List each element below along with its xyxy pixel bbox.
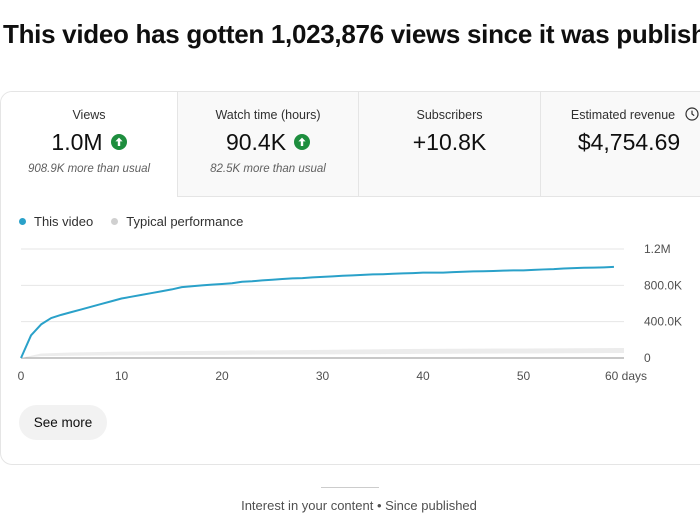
x-tick-label: 0 <box>18 369 25 383</box>
y-tick-label: 1.2M <box>644 242 671 256</box>
arrow-up-circle-icon <box>110 134 127 150</box>
tab-value: 90.4K <box>225 128 287 155</box>
chart-legend: This video Typical performance <box>19 214 243 229</box>
x-tick-label: 40 <box>416 369 430 383</box>
x-tick-label: 50 <box>517 369 531 383</box>
y-tick-label: 0 <box>644 351 651 365</box>
x-tick-label: 60 days <box>605 369 647 383</box>
section-footer-title: Interest in your content • Since publish… <box>241 498 477 513</box>
tab-label: Views <box>72 108 106 122</box>
section-divider <box>321 487 379 488</box>
x-tick-label: 10 <box>115 369 129 383</box>
tab-label: Subscribers <box>416 108 483 122</box>
legend-dot <box>19 218 26 225</box>
see-more-button[interactable]: See more <box>19 405 107 440</box>
tab-value: +10.8K <box>412 128 487 155</box>
tab-estimated-revenue[interactable]: Estimated revenue $4,754.69 <box>541 92 700 197</box>
tab-label: Watch time (hours) <box>215 108 321 122</box>
tab-subtext: 82.5K more than usual <box>210 163 326 175</box>
legend-label: Typical performance <box>126 214 244 229</box>
analytics-card: Views 1.0M 908.9K more than usual Watch … <box>0 91 700 465</box>
legend-item-typical: Typical performance <box>111 214 243 229</box>
tab-subtext: 908.9K more than usual <box>27 163 151 175</box>
tab-label: Estimated revenue <box>570 108 676 122</box>
y-tick-label: 800.0K <box>644 278 682 292</box>
series-line-this-video <box>20 265 614 359</box>
tab-subscribers[interactable]: Subscribers +10.8K <box>359 92 541 197</box>
tab-value: $4,754.69 <box>577 128 681 155</box>
headline: This video has gotten 1,023,876 views si… <box>3 19 700 49</box>
tab-watch-time[interactable]: Watch time (hours) 90.4K 82.5K more than… <box>178 92 359 197</box>
arrow-up-circle-icon <box>294 134 311 150</box>
tab-views[interactable]: Views 1.0M 908.9K more than usual <box>1 92 178 197</box>
legend-dot <box>111 218 119 225</box>
views-line-chart: 1.2M 800.0K 400.0K 0 0 10 20 30 40 50 60 days <box>18 242 682 383</box>
x-tick-label: 30 <box>316 369 330 383</box>
typical-performance-band <box>21 348 624 358</box>
x-tick-label: 20 <box>215 369 229 383</box>
y-tick-label: 400.0K <box>644 315 682 329</box>
legend-label: This video <box>34 214 94 229</box>
metric-tabs: Views 1.0M 908.9K more than usual Watch … <box>1 92 700 197</box>
clock-icon[interactable] <box>685 107 699 121</box>
tab-value: 1.0M <box>51 128 103 155</box>
legend-item-this-video: This video <box>19 214 93 229</box>
